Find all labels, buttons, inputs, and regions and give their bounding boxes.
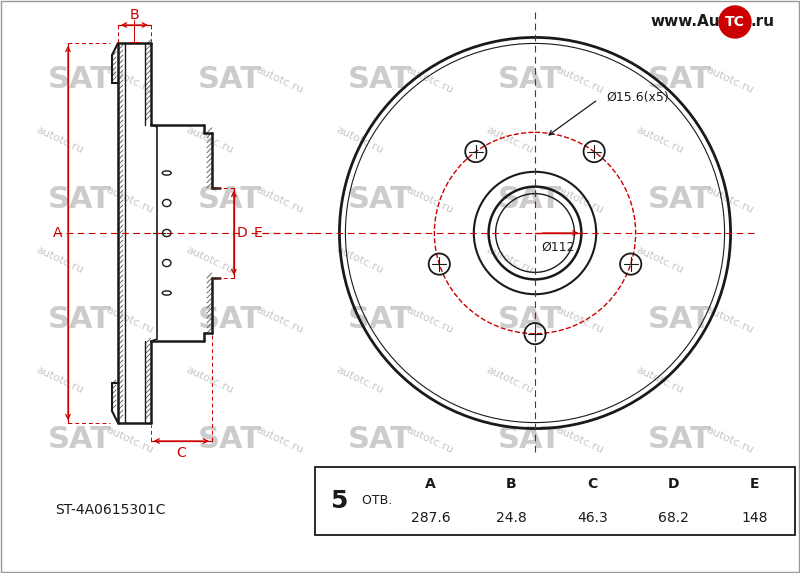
Text: SAT: SAT	[48, 305, 112, 335]
Text: www.Auto: www.Auto	[650, 14, 738, 29]
Text: autotc.ru: autotc.ru	[254, 65, 306, 95]
Text: B: B	[130, 8, 139, 22]
Text: A: A	[425, 477, 436, 491]
Text: autotc.ru: autotc.ru	[634, 364, 686, 395]
Text: autotc.ru: autotc.ru	[254, 425, 306, 456]
Text: autotc.ru: autotc.ru	[705, 425, 755, 456]
Text: Ø112: Ø112	[542, 241, 575, 253]
Text: SAT: SAT	[198, 426, 262, 454]
Text: SAT: SAT	[498, 426, 562, 454]
Text: SAT: SAT	[48, 426, 112, 454]
Text: SAT: SAT	[648, 65, 712, 95]
Text: SAT: SAT	[348, 426, 412, 454]
Text: SAT: SAT	[198, 65, 262, 95]
Text: autotc.ru: autotc.ru	[405, 425, 455, 456]
Text: SAT: SAT	[198, 186, 262, 214]
Text: autotc.ru: autotc.ru	[405, 185, 455, 215]
Text: 68.2: 68.2	[658, 511, 689, 525]
Text: autotc.ru: autotc.ru	[705, 185, 755, 215]
Text: autotc.ru: autotc.ru	[254, 305, 306, 335]
Circle shape	[719, 6, 751, 38]
Text: autotc.ru: autotc.ru	[334, 125, 386, 155]
Text: SAT: SAT	[48, 65, 112, 95]
Text: A: A	[54, 226, 62, 240]
Text: autotc.ru: autotc.ru	[105, 65, 155, 95]
Text: autotc.ru: autotc.ru	[105, 185, 155, 215]
Text: autotc.ru: autotc.ru	[105, 425, 155, 456]
Text: D: D	[668, 477, 679, 491]
Text: autotc.ru: autotc.ru	[185, 364, 235, 395]
Text: autotc.ru: autotc.ru	[554, 425, 606, 456]
Text: Ø15.6(x5): Ø15.6(x5)	[606, 91, 670, 104]
Text: B: B	[506, 477, 517, 491]
Text: autotc.ru: autotc.ru	[105, 305, 155, 335]
Text: SAT: SAT	[648, 426, 712, 454]
Text: TC: TC	[725, 15, 745, 29]
Text: C: C	[587, 477, 598, 491]
Text: C: C	[177, 446, 186, 460]
Text: 24.8: 24.8	[496, 511, 527, 525]
Text: SAT: SAT	[348, 186, 412, 214]
Text: SAT: SAT	[648, 305, 712, 335]
Text: autotc.ru: autotc.ru	[485, 364, 535, 395]
Text: 287.6: 287.6	[410, 511, 450, 525]
Text: SAT: SAT	[648, 186, 712, 214]
Text: SAT: SAT	[348, 305, 412, 335]
Text: autotc.ru: autotc.ru	[334, 245, 386, 275]
Text: autotc.ru: autotc.ru	[34, 364, 86, 395]
Text: autotc.ru: autotc.ru	[334, 364, 386, 395]
Text: .ru: .ru	[751, 14, 775, 29]
Text: 46.3: 46.3	[577, 511, 608, 525]
Text: autotc.ru: autotc.ru	[705, 305, 755, 335]
Text: autotc.ru: autotc.ru	[405, 305, 455, 335]
Text: autotc.ru: autotc.ru	[34, 245, 86, 275]
Text: ОТВ.: ОТВ.	[358, 494, 393, 508]
Text: 5: 5	[330, 489, 348, 513]
Text: autotc.ru: autotc.ru	[485, 125, 535, 155]
Text: SAT: SAT	[498, 65, 562, 95]
Text: SAT: SAT	[498, 186, 562, 214]
Text: E: E	[750, 477, 759, 491]
Text: SAT: SAT	[48, 186, 112, 214]
Text: autotc.ru: autotc.ru	[34, 125, 86, 155]
Text: SAT: SAT	[198, 305, 262, 335]
Text: autotc.ru: autotc.ru	[485, 245, 535, 275]
Text: autotc.ru: autotc.ru	[185, 245, 235, 275]
Text: autotc.ru: autotc.ru	[254, 185, 306, 215]
Text: autotc.ru: autotc.ru	[554, 185, 606, 215]
Text: 148: 148	[742, 511, 768, 525]
Text: ST-4A0615301C: ST-4A0615301C	[54, 503, 166, 517]
Text: autotc.ru: autotc.ru	[554, 65, 606, 95]
Text: autotc.ru: autotc.ru	[634, 245, 686, 275]
Text: SAT: SAT	[498, 305, 562, 335]
Text: SAT: SAT	[348, 65, 412, 95]
Text: autotc.ru: autotc.ru	[405, 65, 455, 95]
Bar	[315, 467, 795, 535]
Text: autotc.ru: autotc.ru	[185, 125, 235, 155]
Text: autotc.ru: autotc.ru	[705, 65, 755, 95]
Text: autotc.ru: autotc.ru	[634, 125, 686, 155]
Text: D: D	[237, 226, 247, 240]
Text: autotc.ru: autotc.ru	[554, 305, 606, 335]
Text: E: E	[254, 226, 262, 240]
